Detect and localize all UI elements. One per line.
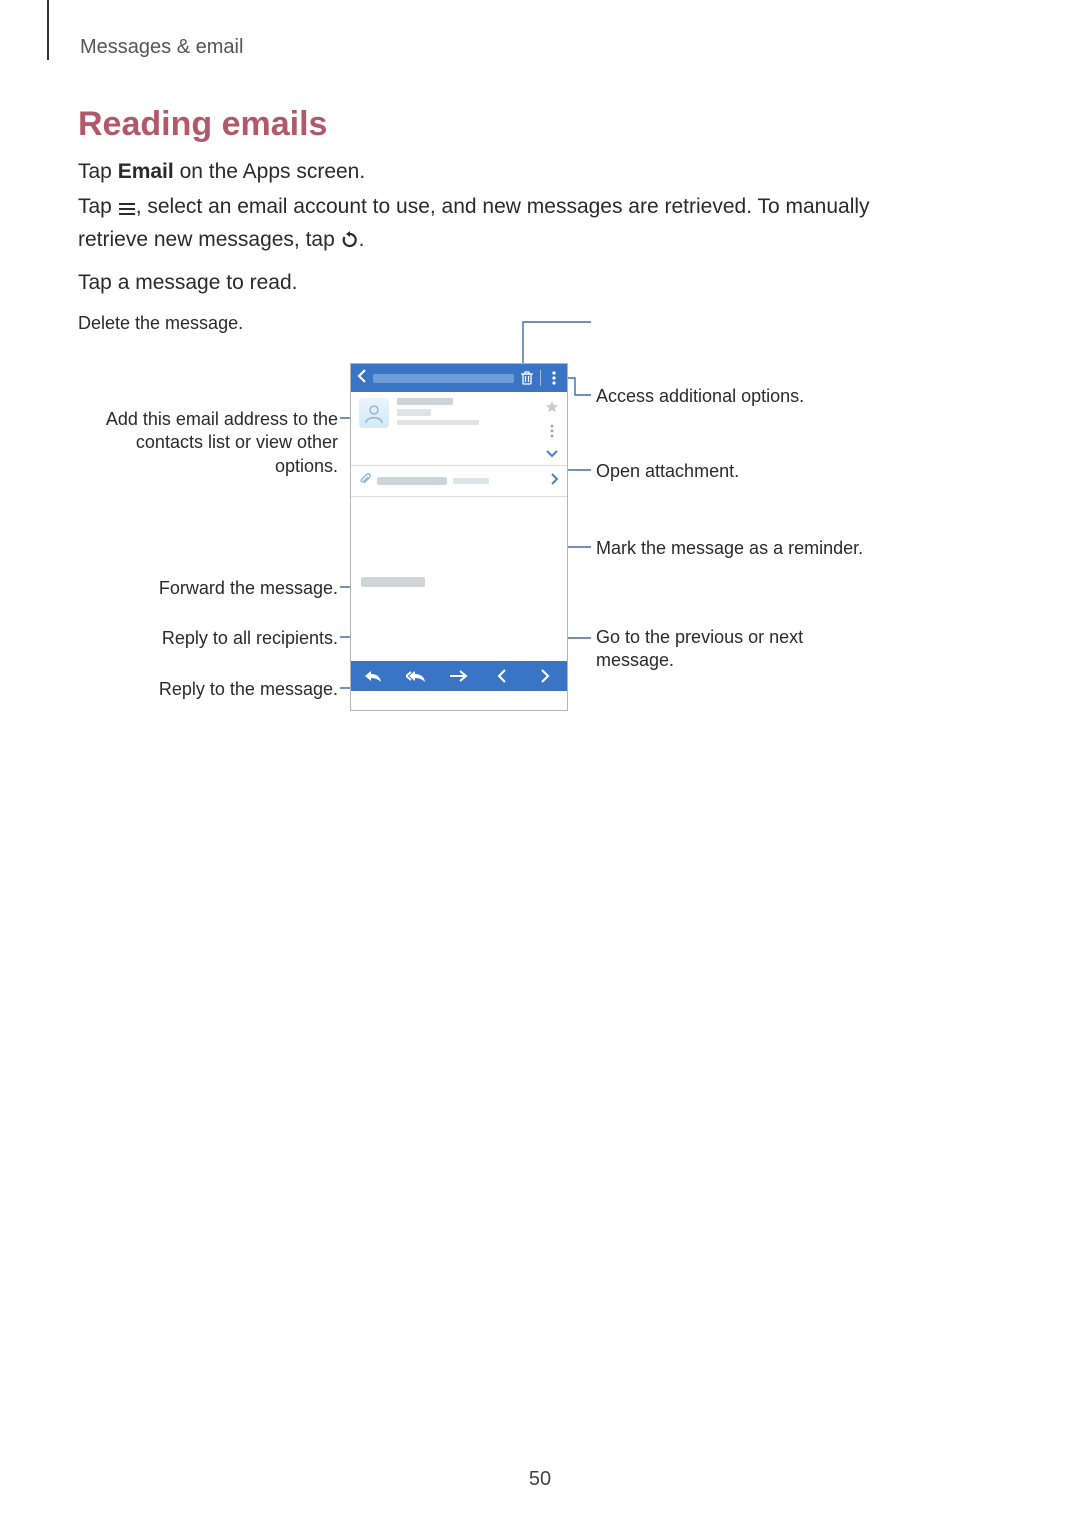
breadcrumb: Messages & email — [80, 36, 243, 59]
reply-all-button[interactable] — [394, 661, 437, 691]
text: on the Apps screen. — [174, 160, 365, 183]
divider — [540, 370, 541, 386]
paragraph-3: Tap a message to read. — [78, 268, 898, 298]
email-header-actions — [545, 398, 559, 461]
callout-options: Access additional options. — [596, 385, 866, 408]
body-text-blurred — [361, 577, 425, 587]
next-message-button[interactable] — [524, 661, 567, 691]
text: Tap — [78, 160, 118, 183]
paragraph-1: Tap Email on the Apps screen. — [78, 157, 898, 187]
trash-icon[interactable] — [520, 371, 534, 385]
attachment-size-blurred — [453, 478, 489, 484]
attachment-name-blurred — [377, 477, 447, 485]
star-icon[interactable] — [545, 400, 559, 417]
chevron-right-icon[interactable] — [551, 472, 559, 490]
paperclip-icon — [359, 473, 371, 490]
email-subject-blurred — [373, 374, 514, 383]
forward-button[interactable] — [437, 661, 480, 691]
callout-open-attachment: Open attachment. — [596, 460, 866, 483]
callout-reply-all: Reply to all recipients. — [78, 627, 338, 650]
refresh-icon — [341, 228, 359, 258]
prev-message-button[interactable] — [481, 661, 524, 691]
callout-prev-next: Go to the previous or next message. — [596, 626, 866, 673]
sender-avatar[interactable] — [359, 398, 389, 428]
chevron-down-icon[interactable] — [546, 445, 558, 461]
text: . — [359, 228, 365, 251]
callout-forward: Forward the message. — [78, 577, 338, 600]
phone-mockup — [350, 363, 568, 711]
vertical-dots-icon[interactable] — [550, 424, 554, 438]
text: , select an email account to use, and ne… — [78, 195, 870, 251]
reply-button[interactable] — [351, 661, 394, 691]
callout-add-contact: Add this email address to the contacts l… — [78, 408, 338, 478]
paragraph-2: Tap , select an email account to use, an… — [78, 192, 898, 259]
callout-reply: Reply to the message. — [78, 678, 338, 701]
email-body — [351, 497, 567, 661]
text: Tap — [78, 195, 118, 218]
email-header — [351, 392, 567, 466]
menu-list-icon — [118, 195, 136, 225]
email-meta-blurred — [397, 398, 537, 429]
email-bottombar — [351, 661, 567, 691]
callout-reminder: Mark the message as a reminder. — [596, 537, 866, 560]
annotated-screenshot: Add this email address to the contacts l… — [78, 310, 908, 730]
section-heading: Reading emails — [78, 105, 327, 144]
back-icon[interactable] — [357, 369, 367, 388]
attachment-row[interactable] — [351, 466, 567, 497]
page-number: 50 — [0, 1468, 1080, 1491]
callout-delete: Delete the message. — [78, 312, 348, 335]
vertical-dots-icon[interactable] — [547, 371, 561, 385]
text-bold: Email — [118, 160, 174, 183]
page-margin-rule — [47, 0, 49, 60]
email-topbar — [351, 364, 567, 392]
